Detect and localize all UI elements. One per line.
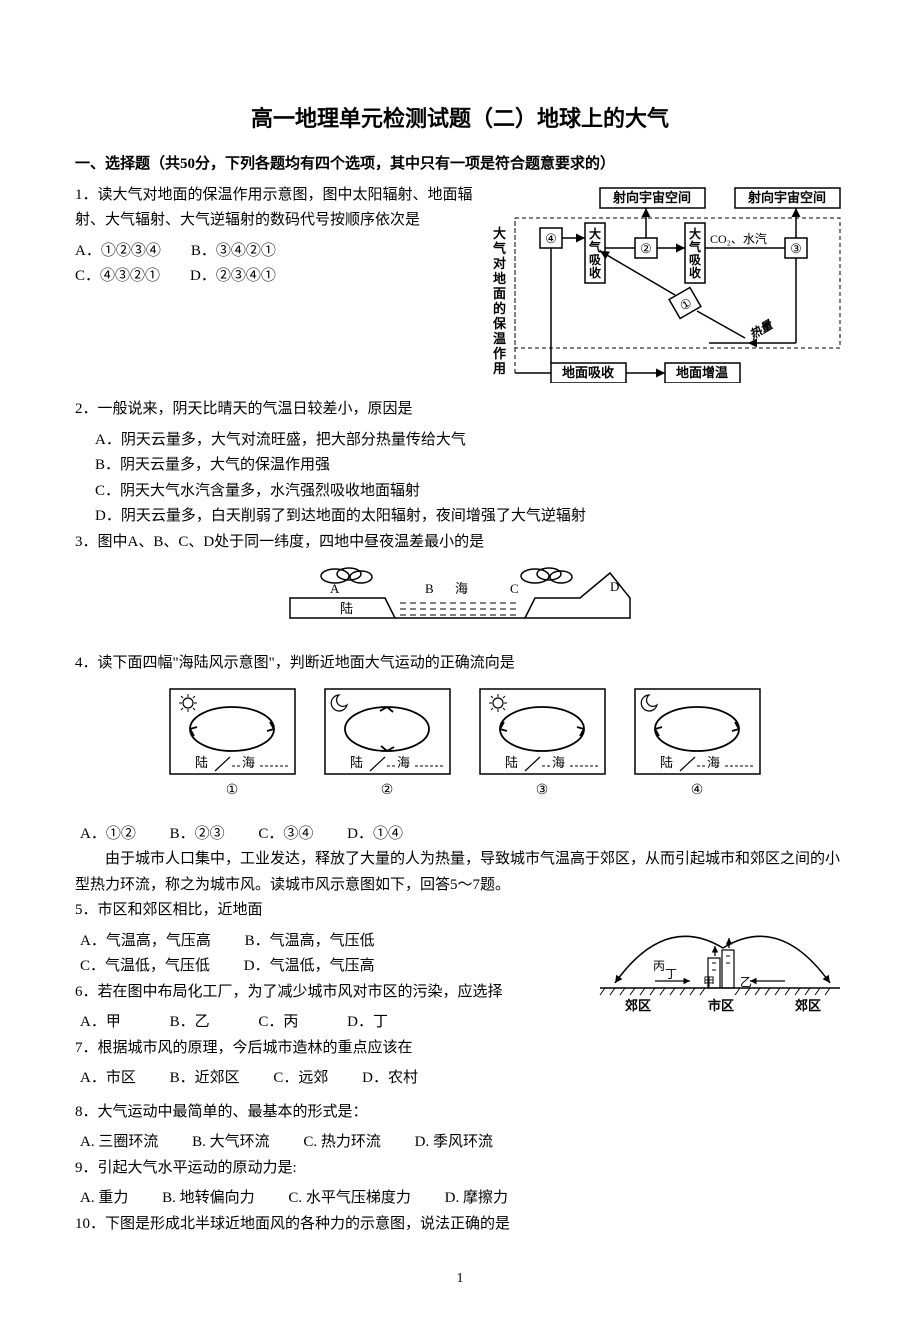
q4-optB: B．②③: [170, 826, 225, 842]
svg-text:地面吸收: 地面吸收: [562, 365, 615, 380]
svg-text:气: 气: [688, 239, 701, 254]
svg-text:地: 地: [493, 271, 506, 286]
q4-text: 4．读下面四幅"海陆风示意图"，判断近地面大气运动的正确流向是: [75, 651, 845, 677]
svg-text:面: 面: [493, 286, 506, 301]
q8-optB: B. 大气环流: [192, 1134, 270, 1150]
q5-optB: B．气温高，气压低: [245, 933, 375, 949]
svg-text:郊区: 郊区: [625, 998, 651, 1013]
section-header: 一、选择题（共50分，下列各题均有四个选项，其中只有一项是符合题意要求的）: [75, 152, 845, 178]
svg-text:海: 海: [552, 755, 565, 770]
q6-optD: D．丁: [347, 1014, 388, 1030]
svg-text:气: 气: [493, 241, 506, 256]
svg-text:热量: 热量: [746, 317, 776, 343]
svg-text:大: 大: [589, 226, 601, 241]
svg-text:海: 海: [707, 755, 720, 770]
q9-text: 9．引起大气水平运动的原动力是:: [75, 1156, 845, 1182]
q5-optC: C．气温低，气压低: [80, 958, 210, 974]
svg-text:陆: 陆: [340, 601, 353, 616]
q4-optA: A．①②: [80, 826, 136, 842]
q4-optC: C．③④: [258, 826, 313, 842]
svg-text:C: C: [510, 581, 519, 596]
svg-text:市区: 市区: [708, 998, 734, 1013]
svg-text:丁: 丁: [665, 967, 677, 981]
q9-optD: D. 摩擦力: [445, 1190, 508, 1206]
q6-optA: A．甲: [80, 1014, 121, 1030]
q8-optC: C. 热力环流: [303, 1134, 381, 1150]
q9-optC: C. 水平气压梯度力: [288, 1190, 411, 1206]
q9-optB: B. 地转偏向力: [162, 1190, 255, 1206]
svg-text:海: 海: [397, 755, 410, 770]
svg-text:气: 气: [588, 239, 601, 254]
svg-text:温: 温: [493, 331, 506, 346]
svg-text:郊区: 郊区: [795, 998, 821, 1013]
page-title: 高一地理单元检测试题（二）地球上的大气: [75, 100, 845, 137]
svg-text:丙: 丙: [653, 959, 665, 973]
svg-text:陆: 陆: [660, 755, 673, 770]
q7-text: 7．根据城市风的原理，今后城市造林的重点应该在: [75, 1036, 845, 1062]
svg-text:②: ②: [381, 783, 394, 798]
q9-optA: A. 重力: [80, 1190, 128, 1206]
svg-text:保: 保: [492, 316, 507, 331]
q7-optB: B．近郊区: [170, 1070, 240, 1086]
svg-text:③: ③: [536, 783, 549, 798]
svg-text:D: D: [610, 579, 619, 594]
svg-text:A: A: [330, 581, 340, 596]
q1-optA: A．①②③④: [75, 243, 161, 259]
q7-optD: D．农村: [362, 1070, 418, 1086]
svg-text:①: ①: [226, 783, 239, 798]
q1-diagram: 射向宇宙空间 射向宇宙空间 大 气 对 地 面 的 保 温 作 用 ④: [485, 183, 845, 393]
q4-optD: D．①④: [347, 826, 403, 842]
svg-text:收: 收: [689, 265, 701, 280]
q2-optD: D．阴天云量多，白天削弱了到达地面的太阳辐射，夜间增强了大气逆辐射: [95, 504, 845, 530]
q3-diagram: A 陆 B 海 C D: [75, 563, 845, 643]
passage-5-7: 由于城市人口集中，工业发达，释放了大量的人为热量，导致城市气温高于郊区，从而引起…: [75, 847, 845, 898]
q10-text: 10．下图是形成北半球近地面风的各种力的示意图，说法正确的是: [75, 1212, 845, 1238]
q6-optB: B．乙: [170, 1014, 210, 1030]
svg-text:乙: 乙: [740, 975, 752, 989]
svg-text:陆: 陆: [505, 755, 518, 770]
svg-text:CO₂、水汽: CO₂、水汽: [710, 231, 767, 246]
q8-text: 8．大气运动中最简单的、最基本的形式是：: [75, 1100, 845, 1126]
page-number: 1: [75, 1267, 845, 1291]
q8-optA: A. 三圈环流: [80, 1134, 158, 1150]
svg-text:射向宇宙空间: 射向宇宙空间: [612, 190, 691, 205]
q7-optA: A．市区: [80, 1070, 136, 1086]
svg-text:吸: 吸: [689, 253, 702, 267]
q1-optD: D．②③④①: [190, 268, 276, 284]
q2-optC: C．阴天大气水汽含量多，水汽强烈吸收地面辐射: [95, 479, 845, 505]
q1-optB: B．③④②①: [191, 243, 276, 259]
svg-text:射向宇宙空间: 射向宇宙空间: [747, 190, 826, 205]
svg-text:对: 对: [493, 256, 506, 271]
city-diagram: 丁 甲 乙 丙 郊区 市区 郊区: [595, 908, 845, 1028]
q7-optC: C．远郊: [273, 1070, 328, 1086]
svg-text:陆: 陆: [195, 755, 208, 770]
svg-text:③: ③: [790, 241, 802, 256]
svg-text:④: ④: [691, 783, 704, 798]
svg-text:海: 海: [242, 755, 255, 770]
q2-text: 2．一般说来，阴天比晴天的气温日较差小，原因是: [75, 397, 845, 423]
svg-text:②: ②: [640, 241, 652, 256]
svg-text:大: 大: [689, 226, 701, 241]
q5-optD: D．气温低，气压高: [244, 958, 375, 974]
svg-text:大: 大: [493, 226, 506, 241]
q1-optC: C．④③②①: [75, 268, 160, 284]
q5-optA: A．气温高，气压高: [80, 933, 211, 949]
svg-text:陆: 陆: [350, 755, 363, 770]
q8-optD: D. 季风环流: [415, 1134, 493, 1150]
q2-optB: B．阴天云量多，大气的保温作用强: [95, 453, 845, 479]
svg-text:地面增温: 地面增温: [676, 365, 728, 380]
svg-text:用: 用: [492, 361, 506, 376]
svg-text:作: 作: [493, 346, 506, 361]
svg-text:吸: 吸: [589, 253, 602, 267]
q6-optC: C．丙: [258, 1014, 298, 1030]
q3-text: 3．图中A、B、C、D处于同一纬度，四地中昼夜温差最小的是: [75, 530, 845, 556]
svg-text:海: 海: [455, 581, 468, 596]
svg-text:B: B: [425, 581, 434, 596]
svg-text:收: 收: [589, 265, 601, 280]
q2-optA: A．阴天云量多，大气对流旺盛，把大部分热量传给大气: [95, 428, 845, 454]
svg-text:④: ④: [545, 231, 557, 246]
svg-text:甲: 甲: [703, 975, 715, 989]
svg-text:的: 的: [493, 301, 506, 316]
q4-diagram: 陆 海 ① 陆 海 ②: [75, 684, 845, 814]
